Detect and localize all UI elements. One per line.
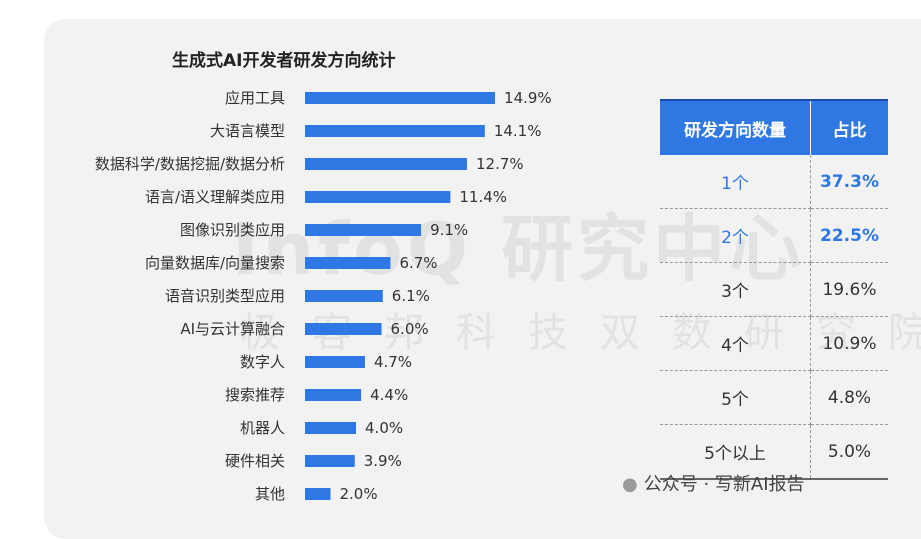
table-header-count: 研发方向数量 — [660, 99, 811, 155]
table-header-share: 占比 — [810, 99, 888, 155]
category-label: 硬件相关 — [225, 452, 285, 470]
value-label: 11.4% — [459, 188, 507, 206]
wechat-icon: ● — [622, 474, 638, 495]
value-label: 6.7% — [399, 254, 437, 272]
table-cell-share: 10.9% — [810, 316, 888, 371]
table-row: 4个 10.9% — [660, 316, 888, 371]
bar — [305, 422, 357, 434]
bar — [305, 389, 362, 401]
distribution-table: 研发方向数量 占比 1个 37.3% 2个 22.5% 3个 19.6% 4个 … — [660, 99, 888, 480]
table-cell-count: 3个 — [660, 262, 811, 317]
table-cell-count: 1个 — [660, 155, 811, 209]
table-row: 5个以上 5.0% — [660, 424, 888, 480]
category-label: 数字人 — [240, 353, 285, 371]
category-label: 语言/语义理解类应用 — [145, 188, 285, 206]
table-cell-count: 5个 — [660, 370, 811, 425]
footer-source: ● 公众号 · 写新AI报告 — [622, 470, 805, 496]
bar — [305, 257, 391, 269]
table-header-row: 研发方向数量 占比 — [660, 99, 888, 155]
bar — [305, 158, 467, 170]
bar — [305, 191, 451, 203]
value-label: 12.7% — [476, 155, 524, 173]
category-label: 机器人 — [240, 419, 285, 437]
table-cell-share: 22.5% — [810, 208, 888, 263]
bar — [305, 323, 382, 335]
table-cell-share: 4.8% — [810, 370, 888, 425]
category-label: 应用工具 — [225, 89, 285, 107]
value-label: 3.9% — [364, 452, 402, 470]
category-label: 数据科学/数据挖掘/数据分析 — [95, 155, 285, 173]
category-label: 图像识别类应用 — [180, 221, 285, 239]
chart-title: 生成式AI开发者研发方向统计 — [172, 51, 396, 71]
category-label: AI与云计算融合 — [180, 320, 285, 338]
table-row: 2个 22.5% — [660, 208, 888, 263]
table-cell-count: 2个 — [660, 208, 811, 263]
table-cell-count: 4个 — [660, 316, 811, 371]
bar — [305, 488, 331, 500]
category-label: 其他 — [255, 485, 285, 503]
bar — [305, 356, 365, 368]
table-cell-count: 5个以上 — [660, 424, 811, 480]
table-row: 1个 37.3% — [660, 155, 888, 209]
bar — [305, 92, 496, 104]
footer-text: 公众号 · 写新AI报告 — [643, 474, 805, 495]
table-cell-share: 19.6% — [810, 262, 888, 317]
value-label: 6.0% — [391, 320, 429, 338]
bar-chart: 应用工具 14.9% 大语言模型 14.1% 数据科学/数据挖掘/数据分析 12.7% 语言… — [95, 89, 552, 503]
value-label: 9.1% — [430, 221, 468, 239]
table-cell-share: 5.0% — [810, 424, 888, 480]
category-label: 搜索推荐 — [225, 386, 285, 404]
table-cell-share: 37.3% — [810, 155, 888, 209]
bar — [305, 125, 485, 137]
category-label: 语音识别类型应用 — [165, 287, 285, 305]
value-label: 4.0% — [365, 419, 403, 437]
value-label: 4.7% — [374, 353, 412, 371]
value-label: 4.4% — [370, 386, 408, 404]
table-row: 5个 4.8% — [660, 370, 888, 425]
bar — [305, 455, 355, 467]
value-label: 14.9% — [504, 89, 552, 107]
value-label: 6.1% — [392, 287, 430, 305]
value-label: 2.0% — [340, 485, 378, 503]
bar — [305, 224, 422, 236]
category-label: 向量数据库/向量搜索 — [145, 254, 285, 272]
table-row: 3个 19.6% — [660, 262, 888, 317]
category-label: 大语言模型 — [210, 122, 285, 140]
bar — [305, 290, 383, 302]
value-label: 14.1% — [494, 122, 542, 140]
